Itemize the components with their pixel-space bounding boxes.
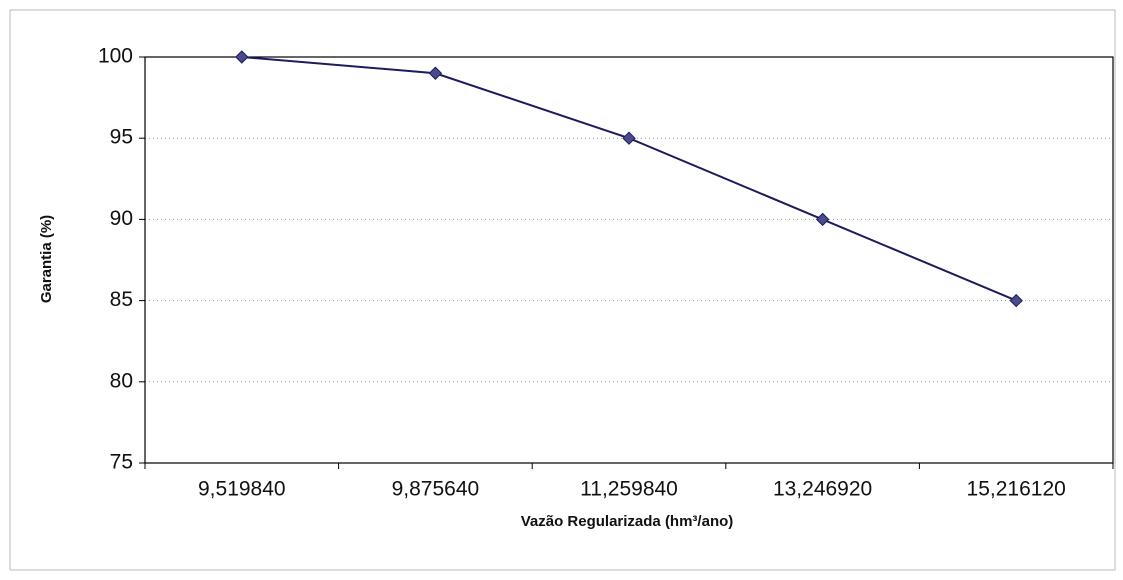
y-tick-label: 100 — [98, 45, 133, 68]
x-tick-label: 11,259840 — [580, 478, 678, 501]
data-marker — [815, 212, 830, 227]
data-marker — [622, 131, 636, 145]
y-tick-label: 95 — [110, 126, 133, 149]
x-axis-label: Vazão Regularizada (hm³/ano) — [521, 513, 734, 530]
x-tick-label: 13,246920 — [773, 478, 872, 501]
y-tick-label: 75 — [110, 451, 133, 474]
y-tick-label: 85 — [110, 288, 133, 311]
x-tick-label: 9,519840 — [198, 478, 286, 501]
chart-frame — [9, 9, 1116, 571]
data-marker — [1009, 293, 1023, 308]
x-tick-label: 15,216120 — [967, 478, 1066, 501]
y-tick-label: 90 — [110, 207, 133, 230]
x-tick-label: 9,875640 — [392, 478, 480, 501]
y-axis-label: Garantia (%) — [38, 215, 55, 303]
y-tick-label: 80 — [110, 369, 133, 392]
data-marker — [428, 66, 443, 80]
data-marker — [235, 50, 249, 64]
plot-area — [144, 56, 1114, 464]
